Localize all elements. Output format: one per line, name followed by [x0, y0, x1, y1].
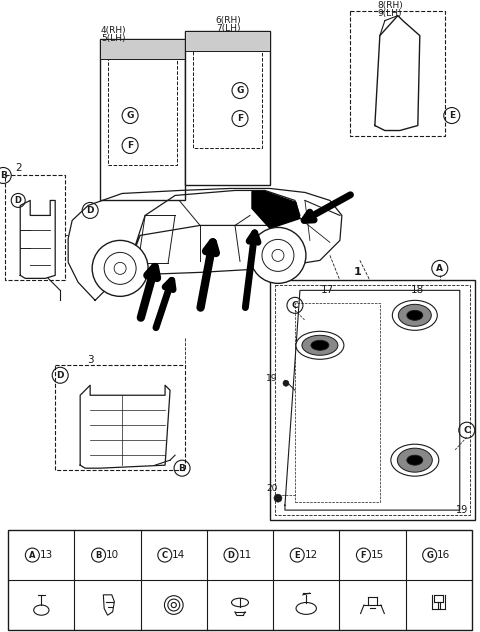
- Text: D: D: [15, 196, 22, 205]
- Text: 18: 18: [411, 286, 424, 295]
- Ellipse shape: [397, 448, 432, 472]
- Text: D: D: [228, 550, 235, 559]
- Text: F: F: [237, 114, 243, 123]
- Circle shape: [250, 228, 306, 283]
- Text: 1: 1: [354, 267, 362, 277]
- Circle shape: [92, 240, 148, 296]
- Text: F: F: [127, 141, 133, 150]
- Ellipse shape: [407, 455, 423, 465]
- Ellipse shape: [392, 300, 437, 331]
- Text: 11: 11: [239, 550, 252, 560]
- Text: B: B: [0, 171, 7, 180]
- Text: B: B: [179, 464, 185, 473]
- Text: 9(LH): 9(LH): [378, 9, 402, 18]
- Bar: [185, 30, 270, 185]
- Polygon shape: [252, 191, 300, 228]
- Text: B: B: [96, 550, 102, 559]
- Ellipse shape: [311, 340, 329, 350]
- Text: A: A: [436, 264, 444, 273]
- Bar: [8, 530, 472, 630]
- Text: A: A: [29, 550, 36, 559]
- Text: E: E: [449, 111, 455, 120]
- Text: 19: 19: [456, 505, 468, 515]
- Circle shape: [283, 380, 289, 386]
- Bar: [270, 281, 475, 520]
- Bar: [100, 39, 185, 59]
- Text: C: C: [464, 426, 470, 435]
- Text: E: E: [294, 550, 300, 559]
- Text: F: F: [360, 550, 366, 559]
- Bar: [100, 39, 185, 200]
- Text: C: C: [162, 550, 168, 559]
- Text: 14: 14: [172, 550, 185, 560]
- Ellipse shape: [296, 331, 344, 359]
- Text: 8(RH): 8(RH): [377, 1, 403, 10]
- Bar: [185, 30, 270, 51]
- Ellipse shape: [407, 310, 423, 320]
- Text: 5(LH): 5(LH): [101, 34, 125, 43]
- Text: C: C: [292, 301, 298, 310]
- Text: 10: 10: [106, 550, 119, 560]
- Text: 20: 20: [266, 483, 277, 493]
- Text: D: D: [57, 371, 64, 380]
- Text: 4(RH): 4(RH): [100, 26, 126, 35]
- Text: 7(LH): 7(LH): [216, 24, 240, 33]
- Circle shape: [274, 494, 282, 502]
- Text: 6(RH): 6(RH): [215, 16, 241, 25]
- Text: 17: 17: [321, 286, 335, 295]
- Ellipse shape: [391, 444, 439, 476]
- Text: 2: 2: [15, 164, 22, 173]
- Text: G: G: [426, 550, 433, 559]
- Text: 12: 12: [305, 550, 318, 560]
- Text: D: D: [86, 206, 94, 215]
- Text: 19: 19: [266, 374, 278, 383]
- Text: 15: 15: [371, 550, 384, 560]
- Text: 16: 16: [437, 550, 450, 560]
- Text: 13: 13: [40, 550, 53, 560]
- Ellipse shape: [398, 305, 432, 326]
- Ellipse shape: [302, 336, 338, 355]
- Text: G: G: [236, 86, 244, 95]
- Text: 3: 3: [87, 355, 94, 365]
- Text: G: G: [126, 111, 134, 120]
